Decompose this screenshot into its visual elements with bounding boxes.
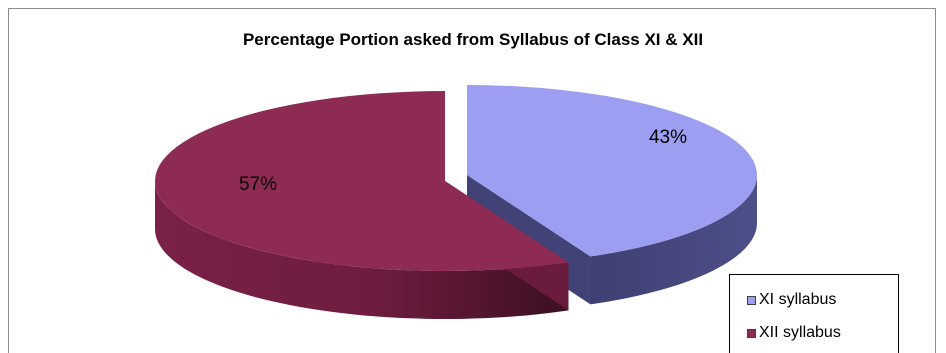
pie-slice-1 [467,85,758,257]
legend-item-xii: XII syllabus [747,323,841,343]
data-label-1: 43% [649,127,687,148]
chart-title: Percentage Portion asked from Syllabus o… [242,30,704,49]
legend-item-xi: XI syllabus [747,290,836,310]
legend-swatch-xi [747,295,756,305]
pie-slice-side-2 [155,181,569,319]
pie-slice-2 [155,91,569,271]
legend: XI syllabus XII syllabus [729,274,899,353]
legend-swatch-xii [747,328,756,338]
legend-label-xii: XII syllabus [759,324,841,341]
data-label-2: 57% [239,174,277,195]
legend-label-xi: XI syllabus [759,291,837,308]
pie-slice-side-1 [590,175,757,305]
